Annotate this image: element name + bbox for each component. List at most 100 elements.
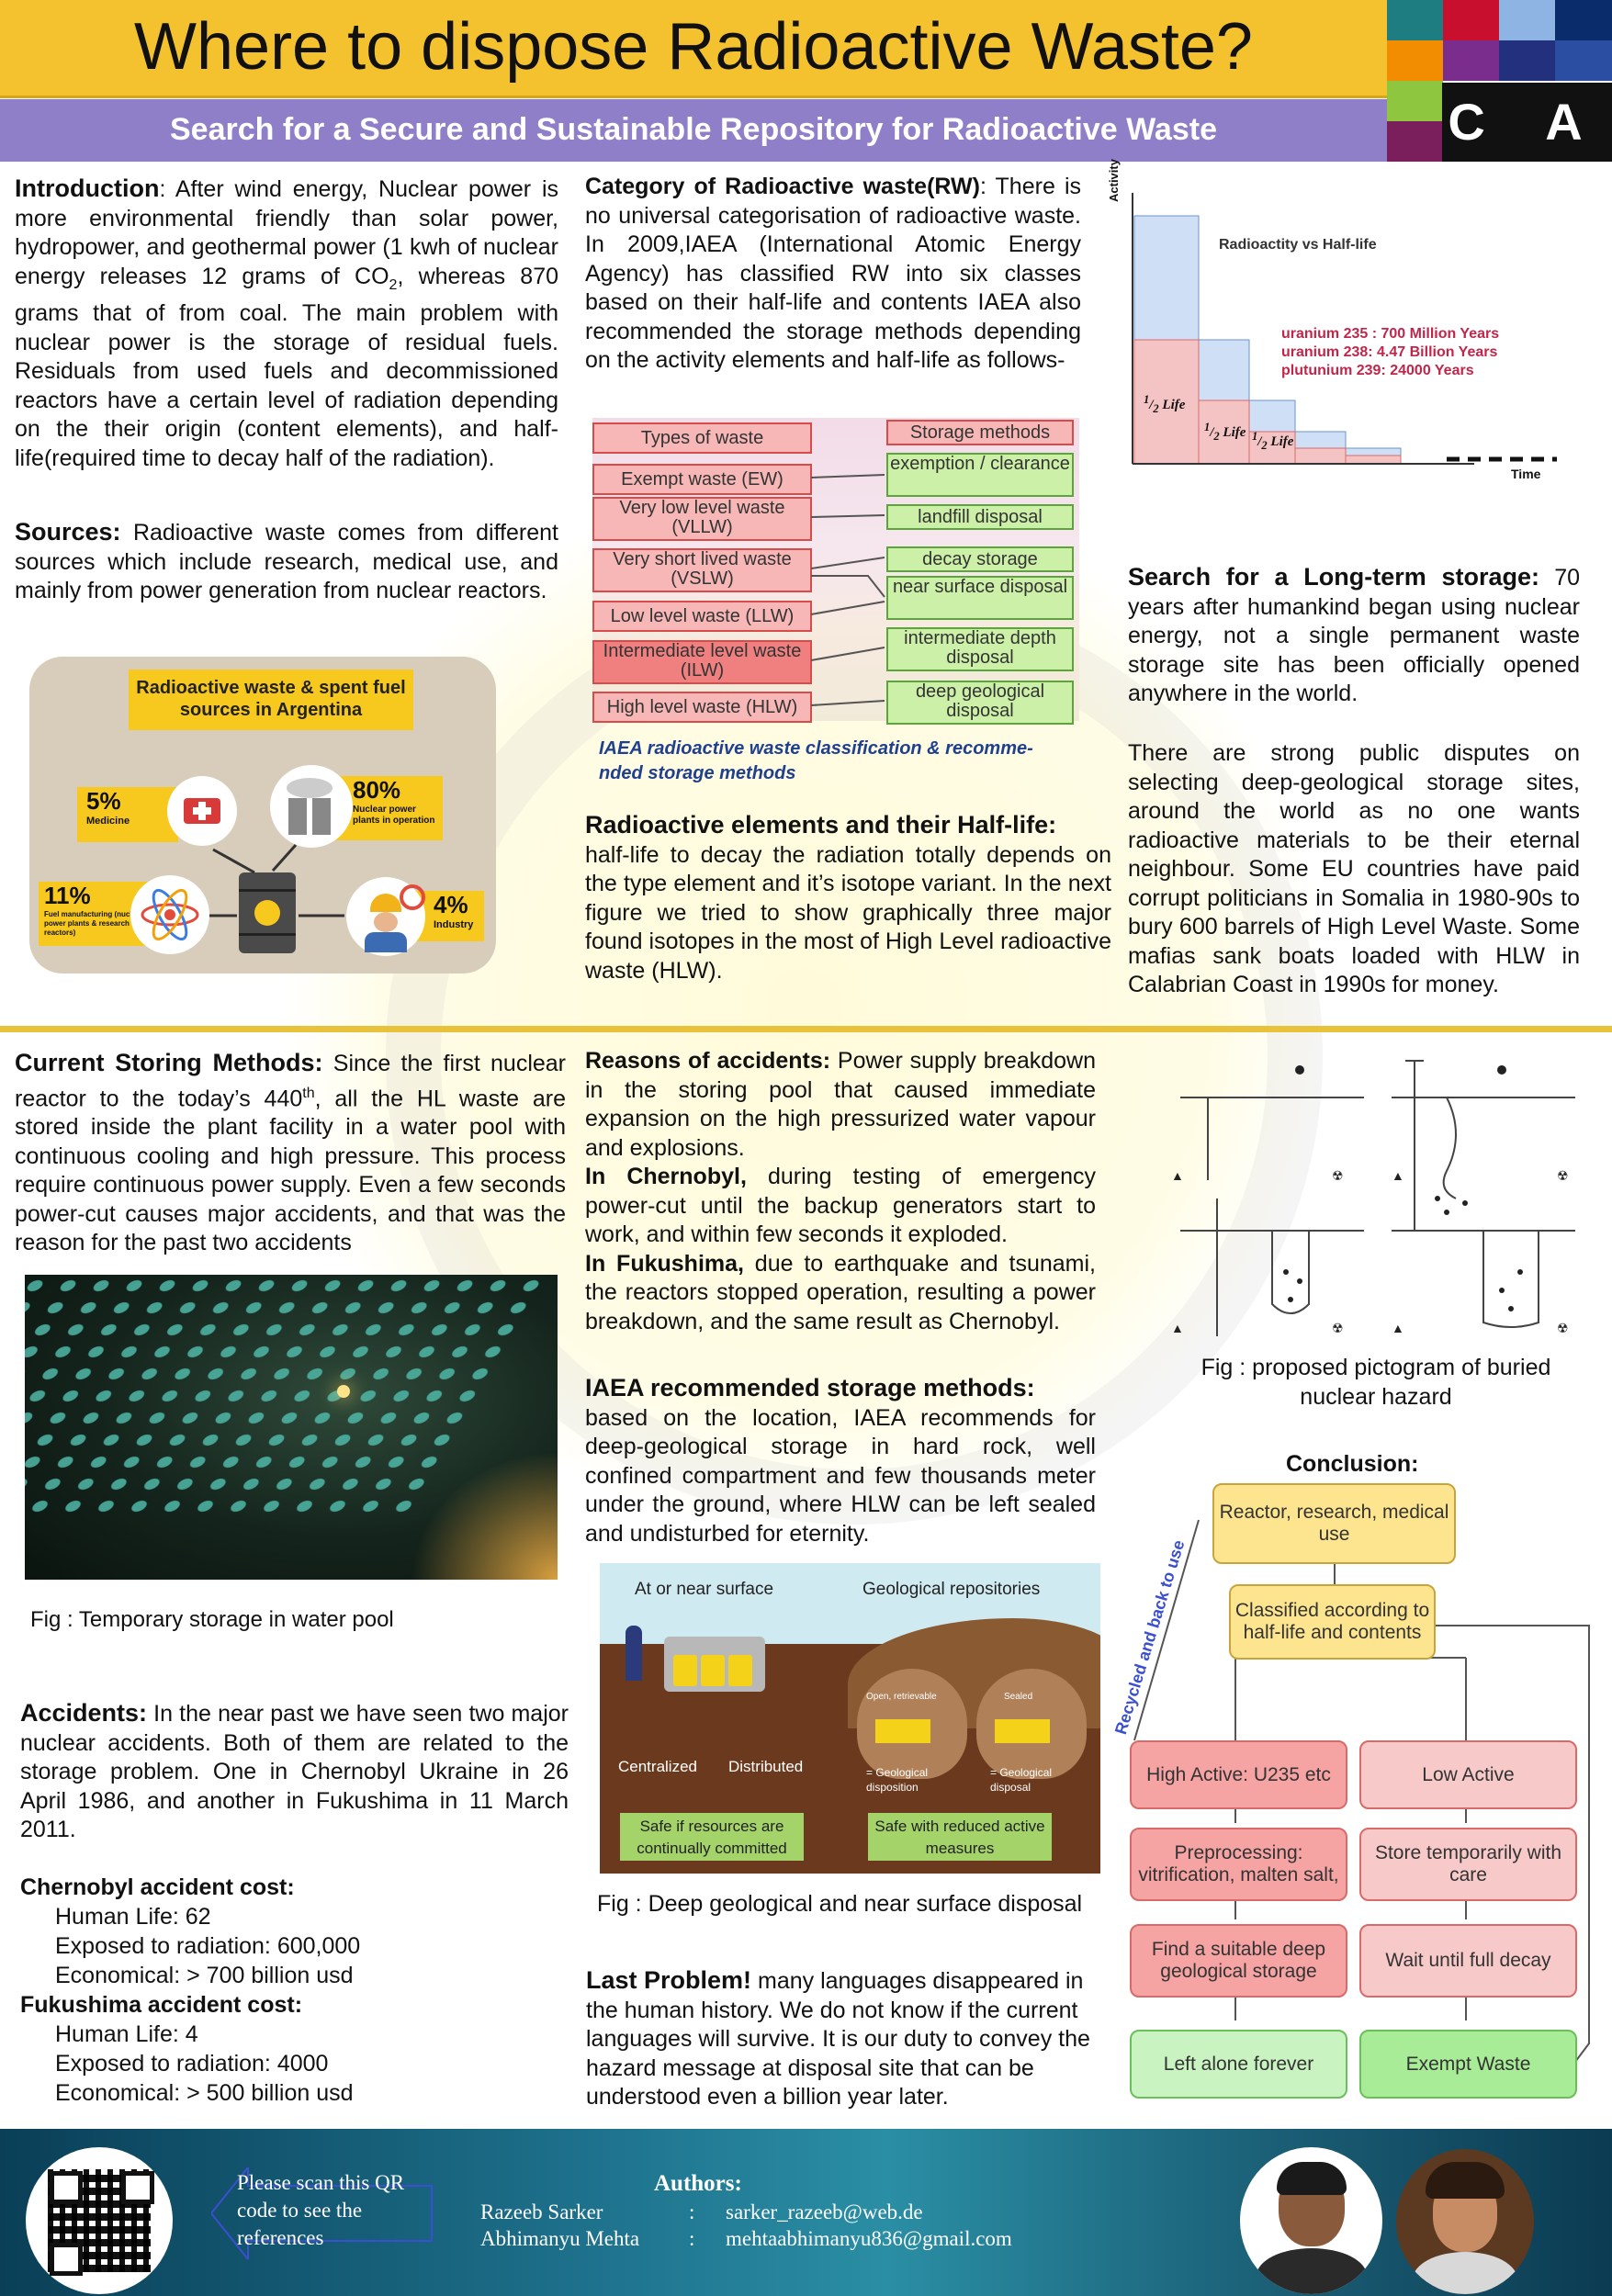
waste-type: Very low level waste (VLLW) <box>592 497 812 541</box>
isotope-item: uranium 238: 4.47 Billion Years <box>1281 344 1498 360</box>
storage-method: intermediate depth disposal <box>886 627 1074 671</box>
node-wait: Wait until full decay <box>1359 1924 1577 1998</box>
guard-icon <box>626 1626 642 1681</box>
water-pool-photo <box>25 1275 558 1580</box>
halflife-chart-svg <box>1132 193 1557 465</box>
fig-left-title: At or near surface <box>635 1580 774 1599</box>
storage-method: landfill disposal <box>886 504 1074 530</box>
iaea-section: IAEA recommended storage methods: based … <box>585 1374 1096 1548</box>
buried-hazard-pictogram: ▲ ☢ ▲ ☢ ▲ ☢ ▲ ☢ <box>1171 1052 1594 1345</box>
storage-method: decay storage <box>886 546 1074 572</box>
qr-note: Please scan this QR code to see the refe… <box>237 2171 405 2249</box>
svg-text:☢: ☢ <box>1332 1168 1344 1183</box>
logo-square <box>1387 40 1443 81</box>
flowchart-arrows <box>1133 1519 1590 2063</box>
last-problem-text: many languages disappeared in the human … <box>586 1968 1090 2110</box>
iaea-text: based on the location, IAEA recommends f… <box>585 1404 1096 1547</box>
category-heading: Category of Radioactive waste(RW) <box>585 174 980 199</box>
co2-subscript: 2 <box>389 276 398 293</box>
source-pct: 5% <box>86 787 121 815</box>
distributed-label: Distributed <box>728 1758 804 1775</box>
halflife-text: half-life to decay the radiation totally… <box>585 841 1111 984</box>
logo-square <box>1387 121 1443 162</box>
logo-square <box>1387 81 1443 121</box>
fukushima-cost-heading: Fukushima accident cost: <box>20 1992 303 2018</box>
cost-item: Exposed to radiation: 4000 <box>55 2051 329 2077</box>
fig-right-title: Geological repositories <box>862 1580 1041 1599</box>
source-pct: 11% <box>44 882 91 909</box>
geo-disposition-label: = Geological disposition <box>866 1766 929 1794</box>
poster-title: Where to dispose Radioactive Waste? <box>134 10 1253 84</box>
logo-square <box>1555 40 1612 81</box>
cost-item: Economical: > 700 billion usd <box>55 1963 354 1988</box>
chernobyl-cost-heading: Chernobyl accident cost: <box>20 1874 295 1900</box>
water-pool-caption: Fig : Temporary storage in water pool <box>30 1607 394 1632</box>
cost-item: Human Life: 4 <box>55 2021 198 2047</box>
qr-code-badge[interactable] <box>26 2147 173 2294</box>
cooling-tower-icon <box>270 765 353 848</box>
svg-text:▲: ▲ <box>1392 1321 1404 1335</box>
accidents-heading: Accidents: <box>20 1699 148 1727</box>
waste-drum-icon <box>728 1655 752 1686</box>
sources-section: Sources: Radioactive waste comes from di… <box>15 518 558 606</box>
conclusion-heading: Conclusion: <box>1286 1451 1419 1477</box>
storage-method: exemption / clearance <box>886 453 1074 497</box>
node-find-storage: Find a suitable deep geological storage <box>1130 1924 1347 1998</box>
author-email[interactable]: sarker_razeeb@web.de <box>726 2200 923 2223</box>
argentina-sources-figure: Radioactive waste & spent fuel sources i… <box>29 657 496 974</box>
footer: Please scan this QR code to see the refe… <box>0 2129 1612 2296</box>
logo-square <box>1387 0 1443 40</box>
author-email[interactable]: mehtaabhimanyu836@gmail.com <box>726 2227 1012 2250</box>
storage-methods-header: Storage methods <box>886 420 1074 445</box>
svg-text:☢: ☢ <box>1557 1321 1569 1335</box>
geological-disposal-figure: At or near surface Geological repositori… <box>600 1563 1100 1874</box>
search-text-2: There are strong public disputes on sele… <box>1128 740 1580 997</box>
figure-title: Radioactive waste & spent fuel sources i… <box>129 670 413 730</box>
source-industry: 4% Industry <box>406 891 484 941</box>
svg-text:▲: ▲ <box>1392 1168 1404 1183</box>
sources-text: Radioactive waste comes from different s… <box>15 520 558 603</box>
geological-caption-text: Fig : Deep geological and near surface d… <box>597 1891 1083 1917</box>
iaea-classification-diagram: Types of waste Exempt waste (EW) Very lo… <box>592 418 1079 725</box>
current-storing-heading: Current Storing Methods: <box>15 1049 323 1076</box>
ordinal-sup: th <box>302 1085 315 1101</box>
fukushima-lead: In Fukushima, <box>585 1250 744 1277</box>
qr-arrow <box>211 2167 433 2259</box>
flow-arrows <box>209 844 344 917</box>
atom-icon <box>130 875 209 954</box>
classification-caption: IAEA radioactive waste classification & … <box>599 738 1033 783</box>
logo-square <box>1499 0 1555 40</box>
waste-type: High level waste (HLW) <box>592 692 812 723</box>
waste-drum-icon <box>701 1655 725 1686</box>
svg-text:▲: ▲ <box>1171 1168 1184 1183</box>
medical-kit-icon <box>167 776 237 846</box>
chart-x-label: Time <box>1511 467 1541 481</box>
half-life-step-label: 1/2 Life <box>1204 421 1246 443</box>
safe-left-label: Safe if resources are continually commit… <box>620 1813 804 1861</box>
accidents-text: In the near past we have seen two major … <box>20 1701 569 1842</box>
node-left-alone: Left alone forever <box>1130 2030 1347 2099</box>
types-of-waste-header: Types of waste <box>592 422 812 454</box>
node-classify: Classified according to half-life and co… <box>1229 1584 1436 1660</box>
svg-text:☢: ☢ <box>1557 1168 1569 1183</box>
search-section-2: There are strong public disputes on sele… <box>1128 739 1580 1000</box>
geo-disposal-label: = Geological disposal <box>990 1766 1053 1794</box>
source-pct: 4% <box>434 891 468 918</box>
fukushima-reason: due to earthquake and tsunami, the react… <box>585 1250 1096 1334</box>
introduction-section: Introduction: After wind energy, Nuclear… <box>15 174 558 473</box>
waste-drum-icon <box>673 1655 697 1686</box>
isotope-item: plutunium 239: 24000 Years <box>1281 363 1474 378</box>
accidents-section: Accidents: In the near past we have seen… <box>20 1699 569 1845</box>
waste-type: Exempt waste (EW) <box>592 464 812 495</box>
section-divider <box>0 1026 1612 1032</box>
reasons-text: Power supply breakdown in the storing po… <box>585 1048 1096 1161</box>
source-label: Nuclear power plants in operation <box>353 805 435 826</box>
half-life-step-label: 1/2 Life <box>1144 393 1186 415</box>
current-storing-text-a: Since the first nuclear reactor to the t… <box>15 1051 567 1111</box>
author-photo-2 <box>1396 2149 1534 2294</box>
node-low-active: Low Active <box>1359 1740 1577 1809</box>
subtitle-bar: Search for a Secure and Sustainable Repo… <box>0 99 1387 162</box>
source-label: Medicine <box>86 816 130 827</box>
last-problem-section: Last Problem! many languages disappeared… <box>586 1966 1106 2112</box>
cost-item: Exposed to radiation: 600,000 <box>55 1933 361 1959</box>
